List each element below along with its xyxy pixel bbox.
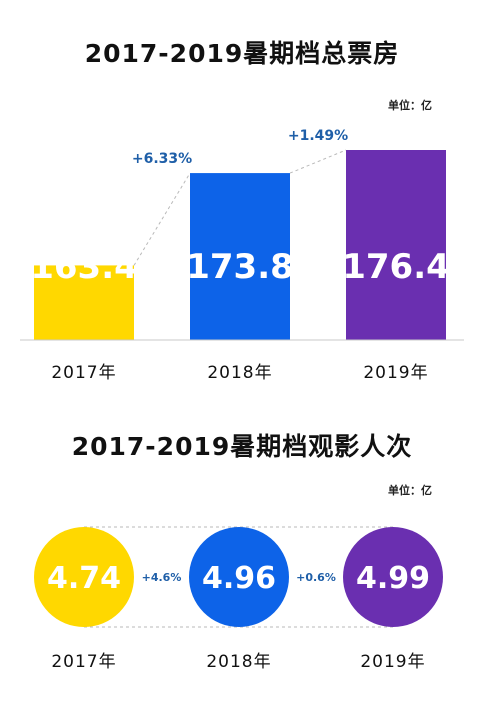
- bar-value-label-3: 176.4: [342, 247, 450, 287]
- category-label-1: 2017年: [51, 363, 116, 383]
- bar-2: [190, 173, 290, 340]
- category-label-1: 2017年: [51, 652, 116, 672]
- admissions-title: 2017-2019暑期档观影人次: [71, 432, 413, 461]
- bubble-value-label-2: 4.96: [202, 561, 276, 596]
- bubble-1: [34, 527, 134, 627]
- bar-3: [346, 150, 446, 340]
- growth-label-1: +4.6%: [142, 571, 182, 584]
- admissions-unit: 单位：亿: [388, 484, 432, 497]
- bar-value-label-2: 173.8: [186, 247, 294, 287]
- category-label-2: 2018年: [206, 652, 271, 672]
- box-office-title: 2017-2019暑期档总票房: [84, 39, 400, 68]
- growth-label-1: +6.33%: [132, 151, 192, 167]
- box-office-unit: 单位：亿: [388, 99, 432, 112]
- bubble-2: [189, 527, 289, 627]
- box-office-bar-chart: 163.4 2017年 173.8 2018年 176.4 2019年 +6.33% +1.4…: [20, 128, 464, 383]
- bar-1: [34, 265, 134, 340]
- admissions-bubble-chart: 4.74 2017年 4.96 2018年 4.99 2019年 +4.6% +0.6%: [34, 526, 443, 672]
- category-label-3: 2019年: [360, 652, 425, 672]
- category-label-3: 2019年: [363, 363, 428, 383]
- growth-connector-1: [133, 172, 191, 266]
- category-label-2: 2018年: [207, 363, 272, 383]
- growth-label-2: +1.49%: [288, 128, 348, 144]
- growth-connector-2: [289, 149, 347, 174]
- bubble-value-label-3: 4.99: [356, 561, 430, 596]
- growth-label-2: +0.6%: [296, 571, 336, 584]
- bubble-3: [343, 527, 443, 627]
- bubble-value-label-1: 4.74: [47, 561, 121, 596]
- bar-value-label-1: 163.4: [30, 247, 138, 287]
